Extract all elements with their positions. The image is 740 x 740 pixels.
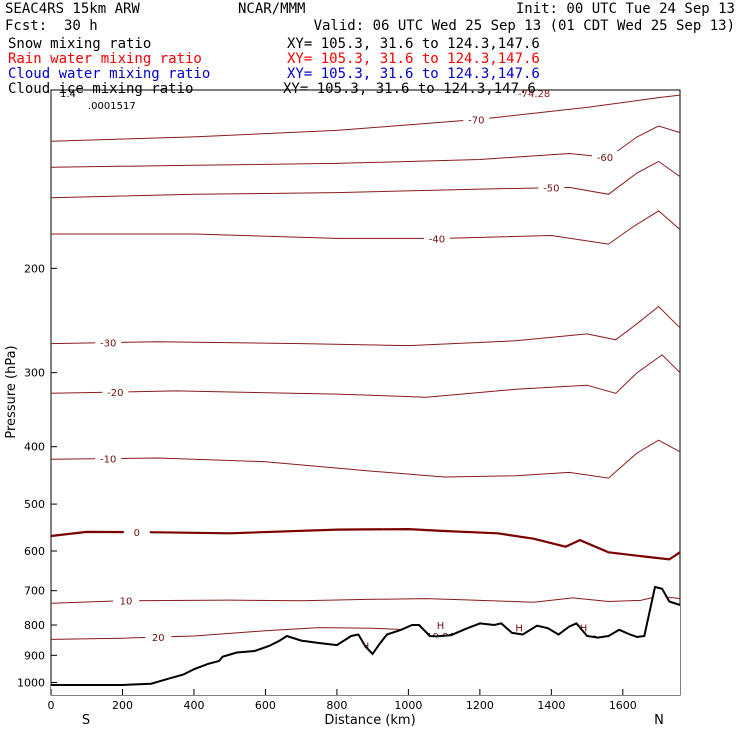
endpoint-south: S bbox=[82, 713, 90, 728]
x-tick-label: 1200 bbox=[466, 699, 494, 712]
contour-label: -20 bbox=[107, 388, 123, 399]
y-tick-label: 300 bbox=[24, 367, 45, 380]
y-axis-label: Pressure (hPa) bbox=[4, 345, 19, 438]
top-max-label: 1.4 bbox=[60, 89, 76, 100]
terrain-fill bbox=[51, 587, 680, 695]
x-tick-label: 600 bbox=[255, 699, 276, 712]
contour-line bbox=[50, 125, 681, 168]
x-tick-label: 800 bbox=[326, 699, 347, 712]
contour-line bbox=[50, 439, 681, 479]
contour-line bbox=[50, 94, 681, 142]
y-tick-label: 500 bbox=[24, 498, 45, 511]
contour-label: -50 bbox=[543, 184, 559, 195]
contour-label: -10 bbox=[100, 455, 116, 466]
terrain-profile bbox=[51, 585, 681, 686]
y-tick-label: 200 bbox=[24, 262, 45, 275]
contour-label-bg bbox=[102, 386, 129, 399]
contour-label: -40 bbox=[429, 234, 445, 245]
x-tick-label: 1600 bbox=[609, 699, 637, 712]
field-xy-rain: XY= 105.3, 31.6 to 124.3,147.6 bbox=[287, 51, 540, 67]
y-tick-label: 1000 bbox=[17, 676, 45, 689]
contour-label-bg bbox=[423, 232, 450, 245]
plot-frame bbox=[50, 89, 681, 696]
field-xy-cloud-water: XY= 105.3, 31.6 to 124.3,147.6 bbox=[287, 66, 540, 82]
x-axis-label: Distance (km) bbox=[324, 713, 415, 728]
field-xy-cloud-ice: XY= 105.3, 31.6 to 124.3,147.6 bbox=[283, 81, 536, 97]
field-name-rain: Rain water mixing ratio bbox=[8, 51, 202, 67]
contour-layer: -70-60-50-40-30-20-1001020H26.48H19.86H2… bbox=[50, 94, 681, 664]
y-tick-label: 700 bbox=[24, 585, 45, 598]
top-small-label: .0001517 bbox=[88, 101, 136, 112]
y-tick-label: 400 bbox=[24, 441, 45, 454]
x-tick-label: 1400 bbox=[537, 699, 565, 712]
y-tick-label: 800 bbox=[24, 619, 45, 632]
forecast-label: Fcst: bbox=[5, 18, 48, 34]
contour-label-bg bbox=[123, 526, 150, 539]
contour-label: -70 bbox=[468, 115, 484, 126]
contour-label-bg bbox=[463, 113, 490, 126]
field-xy-snow: XY= 105.3, 31.6 to 124.3,147.6 bbox=[287, 36, 540, 52]
field-name-cloud-ice: Cloud ice mixing ratio bbox=[8, 81, 194, 97]
terrain-layer bbox=[51, 585, 681, 695]
contour-line bbox=[50, 305, 681, 347]
model-title: SEAC4RS 15km ARW bbox=[5, 1, 140, 17]
contour-line bbox=[50, 595, 681, 604]
init-time: Init: 00 UTC Tue 24 Sep 13 bbox=[515, 1, 735, 17]
axis-layer: 0 200 400 600 800 1000 1200 1400 160020030040050… bbox=[17, 262, 637, 712]
contour-line bbox=[50, 354, 681, 398]
top-partial-label: -74.28 bbox=[518, 89, 550, 100]
contour-label-bg bbox=[591, 151, 618, 164]
high-marker: H bbox=[515, 623, 523, 634]
y-tick-label: 900 bbox=[24, 649, 45, 662]
forecast-hours: 30 h bbox=[64, 18, 98, 34]
valid-time: Valid: 06 UTC Wed 25 Sep 13 (01 CDT Wed … bbox=[313, 18, 735, 34]
contour-label-bg bbox=[113, 594, 140, 607]
y-tick-label: 600 bbox=[24, 545, 45, 558]
x-tick-label: 0 bbox=[48, 699, 55, 712]
contour-line bbox=[51, 210, 681, 245]
contour-label: -30 bbox=[100, 339, 116, 350]
contour-line bbox=[50, 527, 681, 561]
field-name-cloud-water: Cloud water mixing ratio bbox=[8, 66, 211, 82]
field-name-snow: Snow mixing ratio bbox=[8, 36, 152, 52]
contour-label-bg bbox=[95, 336, 122, 349]
endpoint-north: N bbox=[654, 713, 664, 728]
contour-label-bg bbox=[145, 631, 172, 644]
contour-label-bg bbox=[538, 181, 565, 194]
contour-line bbox=[50, 627, 427, 640]
x-tick-label: 1000 bbox=[394, 699, 422, 712]
high-marker: H bbox=[580, 623, 588, 634]
contour-label-bg bbox=[95, 452, 122, 465]
x-tick-label: 200 bbox=[112, 699, 133, 712]
contour-label: 20 bbox=[152, 633, 165, 644]
org-label: NCAR/MMM bbox=[238, 1, 306, 17]
high-marker: H bbox=[437, 621, 445, 632]
contour-label: -60 bbox=[597, 153, 613, 164]
contour-line bbox=[50, 160, 681, 199]
contour-label: 10 bbox=[120, 597, 133, 608]
x-tick-label: 400 bbox=[183, 699, 204, 712]
contour-label: 0 bbox=[134, 528, 140, 539]
